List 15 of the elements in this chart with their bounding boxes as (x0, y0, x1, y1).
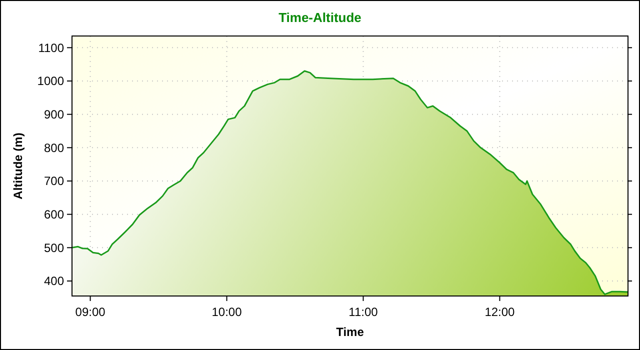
x-tick-label: 10:00 (212, 305, 242, 319)
x-tick-label: 12:00 (484, 305, 516, 319)
y-tick-label: 800 (44, 140, 64, 155)
y-tick-label: 700 (44, 174, 64, 188)
y-tick-label: 400 (44, 274, 64, 288)
x-tick-label: 11:00 (348, 305, 378, 319)
y-tick-label: 500 (44, 240, 64, 255)
y-tick-label: 900 (44, 108, 64, 122)
chart-title: Time-Altitude (278, 10, 362, 25)
y-tick-label: 600 (44, 208, 64, 222)
y-tick-label: 1000 (37, 74, 64, 88)
x-axis-title: Time (336, 325, 364, 339)
y-tick-label: 1100 (38, 40, 64, 55)
x-tick-label: 09:00 (75, 305, 106, 319)
y-axis-title: Altitude (m) (11, 132, 25, 200)
